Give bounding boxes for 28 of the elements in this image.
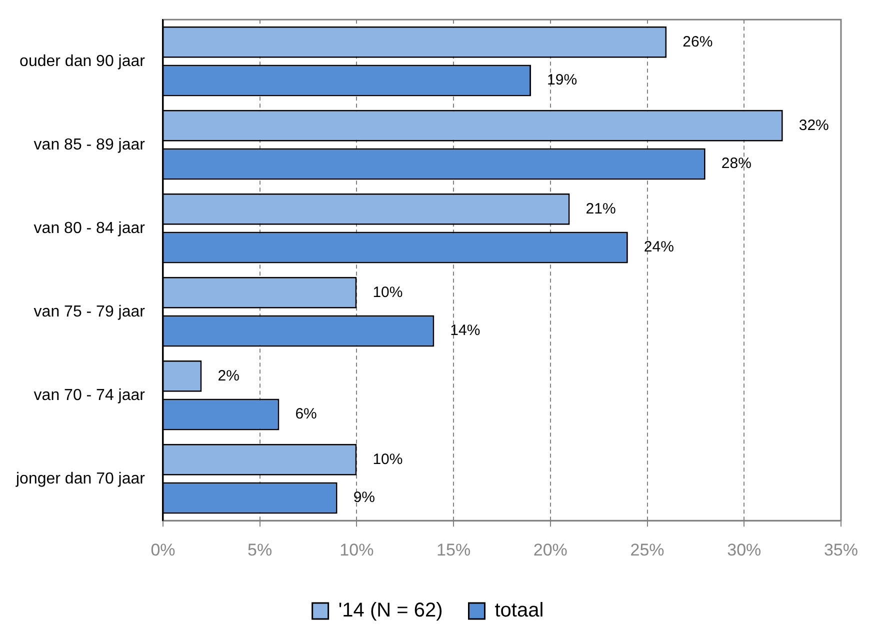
legend-label: '14 (N = 62) [338,600,443,622]
y-tick-label: van 80 - 84 jaar [34,220,146,237]
x-tick-label: 15% [436,540,471,560]
data-label: 21% [586,200,616,218]
x-tick-label: 30% [727,540,762,560]
y-tick-label: van 70 - 74 jaar [34,386,146,404]
legend-label: totaal [494,600,544,622]
x-tick-label: 5% [248,540,272,560]
y-tick-label: van 85 - 89 jaar [34,136,146,154]
data-label: 28% [721,155,752,172]
data-label: 10% [372,450,403,468]
data-label: 9% [353,489,376,506]
x-tick-label: 0% [150,540,176,560]
x-tick-label: 35% [824,540,858,560]
data-label: 26% [682,33,713,50]
data-label: 10% [372,284,403,301]
data-label: 14% [450,322,480,340]
data-label: 19% [547,72,578,89]
x-tick-label: 10% [340,540,374,560]
x-tick-label: 20% [533,540,568,560]
y-tick-label: van 75 - 79 jaar [34,303,146,320]
data-label: 6% [295,406,317,423]
y-tick-label: jonger dan 70 jaar [15,470,146,488]
x-tick-label: 25% [630,540,664,560]
data-label: 2% [218,367,240,384]
data-label: 32% [798,116,829,134]
data-label: 24% [644,238,674,256]
y-tick-label: ouder dan 90 jaar [20,52,146,70]
